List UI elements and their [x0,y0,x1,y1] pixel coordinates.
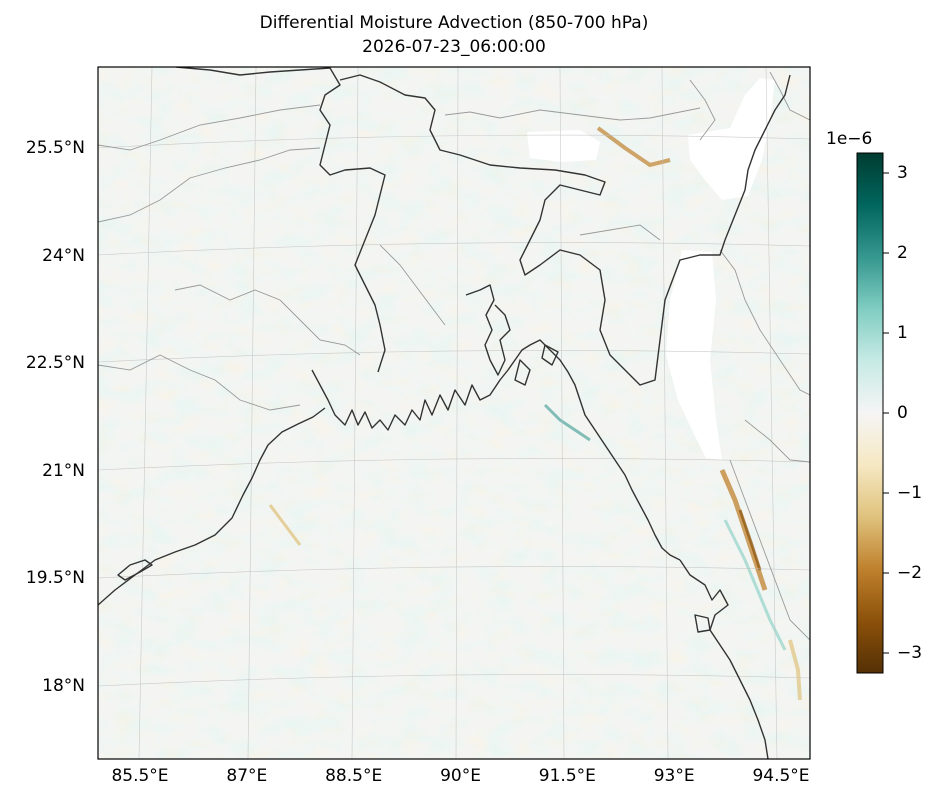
island [117,559,153,581]
lon-tick-label: 93°E [653,766,695,786]
lon-tick-label: 88.5°E [325,766,383,786]
positive-anomaly-band [723,519,787,651]
state-border [379,244,446,326]
coastline-and-borders [98,67,791,759]
colorbar-tick-label: 0 [897,403,908,423]
missing-data-region [527,130,600,162]
colorbar-tick-label: −1 [897,483,923,503]
map-plot-area [98,67,810,759]
lon-tick-label: 94.5°E [752,766,810,786]
colorbar [856,152,884,674]
island [694,614,711,633]
lat-tick-label: 25.5°N [25,138,85,158]
gridline-lon-88.5 [351,67,359,759]
myanmar-border [744,74,791,191]
state-border [769,71,810,121]
lon-tick-label: 90°E [440,766,481,786]
map-frame [97,66,811,760]
gridline-lon-85.5 [138,67,153,759]
gridline-lon-94.5 [765,67,778,759]
gridline-lat-18 [98,674,810,687]
state-border [689,79,716,141]
gridline-lon-90 [455,67,459,759]
bangladesh-coastline [311,339,681,561]
gridline-lon-91.5 [559,67,565,759]
lat-tick-label: 19.5°N [25,568,85,589]
state-border [744,419,810,463]
colorbar-tick-label: −3 [897,643,923,663]
negative-anomaly-band [738,509,762,571]
state-border [444,107,701,121]
gridline-lat-21 [98,458,810,471]
map-subtitle: 2026-07-23_06:00:00 [362,37,546,57]
gridline-lat-25.5 [98,134,810,149]
state-border [174,284,361,356]
missing-data-region [688,78,775,200]
bangladesh-border [339,74,746,386]
state-border [98,147,321,223]
positive-anomaly-band [543,403,591,442]
lon-tick-label: 87°E [226,766,268,786]
state-border [98,354,301,411]
gridline-lat-19.5 [98,566,810,579]
negative-anomaly-band [788,639,802,701]
gridline-lon-87 [247,67,257,759]
gridline-lat-24 [98,242,810,256]
lat-tick-label: 21°N [42,460,85,481]
colorbar-tick-label: 1 [897,323,908,343]
negative-anomaly-band [596,126,671,168]
colorbar-tick-label: 3 [897,163,908,183]
state-borders [98,71,810,641]
state-border [719,249,810,396]
missing-data-region [666,250,722,460]
colorbar-ticks [883,172,889,654]
state-border [729,459,810,641]
colorbar-tick-label: −2 [897,563,923,583]
island [541,344,559,366]
lat-tick-label: 24°N [42,245,85,266]
map-title: Differential Moisture Advection (850-700… [259,13,649,33]
river-delta [465,284,511,376]
negative-anomaly-band [719,469,768,591]
gridline-lon-93 [661,67,669,759]
colorbar-exponent-label: 1e−6 [826,129,873,149]
lat-tick-label: 18°N [42,676,85,696]
gridline-lat-22.5 [98,350,810,363]
lat-tick-label: 22.5°N [25,353,85,374]
lon-tick-label: 91.5°E [538,766,596,786]
gridlines [98,67,810,759]
bangladesh-border [175,67,386,373]
state-border [579,224,661,241]
negative-anomaly-band [268,504,302,546]
colorbar-tick-label: 2 [897,243,908,263]
island [514,359,531,386]
india-coastline [98,407,326,606]
state-border [98,104,321,151]
lon-tick-label: 85.5°E [111,766,169,786]
